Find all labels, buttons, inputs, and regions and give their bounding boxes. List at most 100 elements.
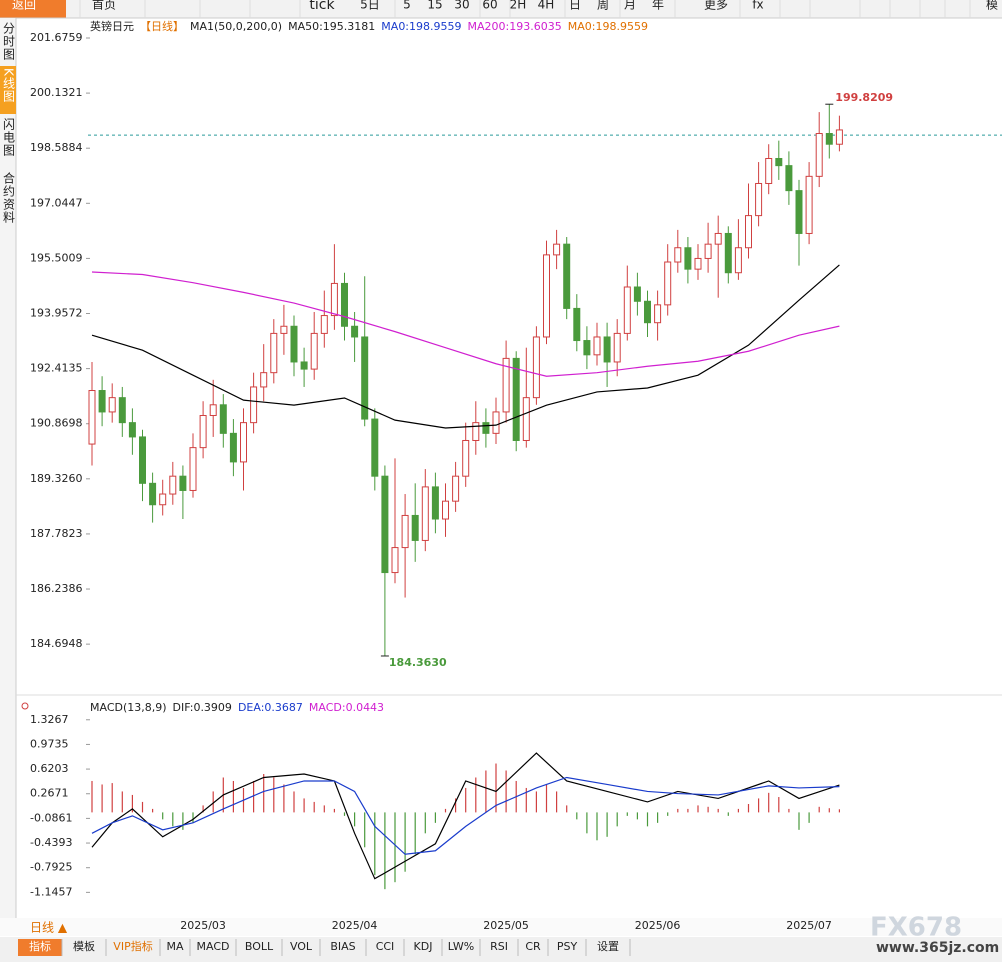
candle-body (522, 397, 530, 441)
candle-body (179, 475, 187, 491)
y-tick-label: -0.4393 (30, 836, 72, 849)
toolbar-item[interactable]: 首页 (92, 0, 116, 12)
candle-body (654, 304, 662, 324)
toolbar-item[interactable]: 周 (597, 0, 609, 12)
bottom-tab[interactable]: RSI (490, 940, 508, 953)
candle-body (825, 133, 833, 145)
x-tick-label: 2025/06 (635, 919, 681, 932)
toolbar-item[interactable]: 月 (624, 0, 636, 12)
candle-body (563, 243, 571, 309)
candle-body (835, 129, 843, 145)
candle-body (330, 282, 338, 317)
y-tick-label: 192.4135 (30, 362, 83, 375)
watermark-site: www.365jz.com (876, 940, 999, 956)
toolbar-item[interactable]: 15 (427, 0, 442, 12)
back-button[interactable] (0, 0, 66, 18)
y-tick-label: 184.6948 (30, 637, 83, 650)
bottom-tab[interactable]: MACD (197, 940, 230, 953)
candle-body (98, 390, 106, 413)
candle-body (250, 386, 258, 424)
legend-item: MACD(13,8,9) (90, 701, 167, 714)
candle-body (310, 332, 318, 370)
toolbar-item[interactable]: 年 (652, 0, 664, 12)
candle-body (240, 422, 247, 463)
candle-body (583, 340, 591, 356)
x-tick-label: 2025/03 (180, 919, 226, 932)
toolbar-item[interactable]: 5 (403, 0, 411, 12)
toolbar-item[interactable]: 5日 (360, 0, 380, 12)
y-tick-label: -0.0861 (30, 811, 72, 824)
bottom-tab[interactable]: 模板 (73, 939, 95, 953)
candle-body (88, 390, 96, 445)
legend-item: MA50:195.3181 (288, 20, 375, 33)
y-tick-label: 197.0447 (30, 196, 83, 209)
sidebar-tab[interactable]: 合约资料 (2, 171, 16, 224)
candle-body (553, 243, 561, 256)
toolbar-item[interactable]: tick (309, 0, 335, 13)
toolbar-item[interactable]: 60 (482, 0, 497, 12)
candle-body (270, 332, 278, 374)
candle-body (280, 325, 288, 334)
candle-body (189, 447, 197, 491)
candle-body (209, 404, 217, 417)
bottom-tab[interactable]: VOL (290, 940, 313, 953)
toolbar-item[interactable]: 返回 (12, 0, 36, 12)
candle-body (290, 325, 298, 363)
candle-body (431, 486, 439, 520)
y-tick-label: 190.8698 (30, 417, 83, 430)
candle-body (341, 282, 348, 327)
toolbar-item[interactable]: 模 (986, 0, 998, 12)
toolbar-item[interactable]: 30 (454, 0, 469, 12)
bottom-tab[interactable]: PSY (557, 940, 578, 953)
candle-body (169, 475, 177, 495)
y-tick-label: 201.6759 (30, 31, 83, 44)
bottom-tab[interactable]: CCI (376, 940, 395, 953)
watermark-brand: FX678 (870, 913, 962, 943)
bottom-tab[interactable]: 设置 (597, 940, 619, 953)
y-tick-label: 186.2386 (30, 582, 83, 595)
tab-bar (0, 937, 1002, 962)
y-tick-label: 195.5009 (30, 251, 83, 264)
toolbar-item[interactable]: 更多 (704, 0, 728, 12)
y-tick-label: 0.9735 (30, 737, 69, 750)
y-tick-label: 193.9572 (30, 307, 83, 320)
candle-body (815, 133, 823, 177)
sidebar-tab[interactable]: 闪电图 (2, 118, 16, 157)
bottom-tab[interactable]: BIAS (330, 940, 355, 953)
candle-body (452, 475, 460, 502)
bottom-tab[interactable]: KDJ (414, 940, 433, 953)
period-button[interactable]: 日线 ▲ (30, 921, 68, 935)
settings-icon[interactable] (21, 702, 29, 710)
toolbar-item[interactable]: 2H (510, 0, 527, 12)
toolbar-item[interactable]: 日 (569, 0, 581, 12)
macd-line (91, 752, 840, 880)
legend-item: DEA:0.3687 (238, 701, 303, 714)
bottom-tab[interactable]: 指标 (29, 939, 51, 953)
bottom-tab[interactable]: LW% (448, 940, 474, 953)
toolbar-item[interactable]: fx (752, 0, 763, 12)
candle-body (421, 486, 429, 541)
bottom-tab[interactable]: CR (525, 940, 541, 953)
candle-body (694, 257, 702, 270)
period-bar (0, 918, 1002, 936)
y-tick-label: 189.3260 (30, 472, 83, 485)
bottom-tab[interactable]: MA (166, 940, 183, 953)
x-tick-label: 2025/05 (483, 919, 529, 932)
candle-body (229, 432, 237, 463)
sidebar-tab[interactable]: 分时图 (2, 22, 16, 61)
candle-body (482, 422, 490, 434)
sidebar-tab[interactable]: K线图 (2, 68, 16, 103)
ma-line (91, 271, 840, 377)
toolbar-item[interactable]: 4H (538, 0, 555, 12)
candle-body (765, 157, 773, 184)
candle-body (714, 232, 722, 245)
bottom-tab[interactable]: BOLL (245, 940, 274, 953)
candle-body (674, 247, 682, 263)
x-tick-label: 2025/04 (332, 919, 378, 932)
candle-body (351, 325, 359, 338)
bottom-tab[interactable]: VIP指标 (113, 939, 152, 953)
macd-line (91, 776, 840, 855)
candle-body (492, 411, 500, 434)
legend-item: MA0:198.9559 (381, 20, 461, 33)
